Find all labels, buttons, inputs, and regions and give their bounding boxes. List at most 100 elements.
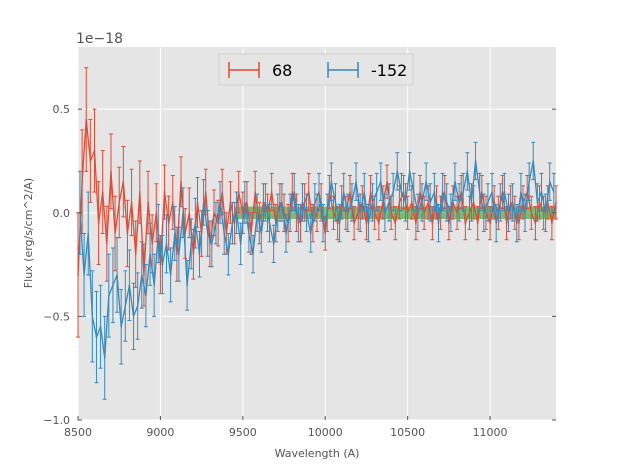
data-point [134, 253, 137, 256]
x-tick-label: 10000 [308, 426, 343, 439]
data-point [155, 211, 158, 214]
data-point [239, 243, 242, 245]
data-point [260, 232, 263, 235]
data-point [89, 160, 92, 162]
data-point [178, 253, 180, 256]
data-point [491, 191, 493, 193]
data-point [136, 305, 139, 307]
data-point [386, 180, 388, 183]
data-point [176, 253, 178, 256]
data-point [437, 222, 440, 224]
data-point [297, 222, 300, 224]
data-point [481, 191, 483, 193]
data-point [410, 201, 413, 204]
data-point [289, 211, 291, 214]
data-point [270, 191, 273, 193]
data-point [171, 201, 174, 204]
x-tick-label: 8500 [64, 426, 92, 439]
data-point [108, 294, 110, 297]
data-point [254, 191, 256, 193]
data-point [518, 222, 520, 224]
data-point [532, 160, 535, 162]
data-point [394, 222, 397, 224]
data-point [536, 201, 539, 204]
data-point [495, 222, 497, 224]
data-point [110, 170, 112, 173]
data-point [538, 201, 541, 204]
data-point [299, 222, 302, 224]
data-point [398, 201, 401, 204]
data-point [309, 232, 312, 235]
data-point [140, 274, 143, 276]
data-point [122, 180, 125, 183]
data-point [99, 325, 102, 328]
data-point [443, 191, 446, 193]
data-point [159, 263, 162, 266]
data-point [272, 243, 275, 245]
data-point [404, 201, 407, 204]
data-point [334, 201, 337, 204]
data-point [116, 274, 118, 276]
data-point [213, 211, 215, 214]
data-point [515, 222, 518, 224]
data-point [85, 118, 88, 121]
data-point [305, 211, 308, 214]
data-point [332, 211, 335, 214]
data-point [544, 211, 547, 214]
data-point [423, 211, 425, 214]
data-point [396, 170, 399, 173]
data-point [419, 191, 421, 193]
data-point [505, 222, 508, 224]
data-point [244, 201, 246, 204]
legend-entry-series-1: -152 [327, 61, 407, 80]
data-point [336, 222, 339, 224]
data-point [165, 243, 168, 245]
data-point [106, 243, 108, 245]
data-point [345, 211, 347, 214]
data-point [314, 201, 316, 204]
data-point [367, 222, 370, 224]
data-point [542, 211, 545, 214]
data-point [293, 191, 296, 193]
data-point [324, 232, 327, 235]
data-point [235, 211, 238, 214]
data-point [281, 201, 283, 204]
data-point [555, 201, 557, 204]
y-tick-label: 0.0 [53, 207, 71, 220]
data-point [363, 191, 366, 193]
x-tick-label: 9500 [229, 426, 257, 439]
y-tick-label: 0.5 [53, 103, 71, 116]
data-point [262, 201, 265, 204]
data-point [87, 232, 90, 235]
data-point [509, 201, 512, 204]
data-point [246, 201, 248, 204]
data-point [369, 191, 372, 193]
data-point [143, 274, 145, 276]
data-point [355, 180, 357, 183]
data-point [445, 201, 448, 204]
data-point [425, 180, 427, 183]
data-point [511, 201, 514, 204]
x-tick-label: 11000 [473, 426, 508, 439]
data-point [326, 211, 329, 214]
data-point [431, 222, 434, 224]
y-tick-label: −0.5 [43, 310, 70, 323]
data-point [316, 211, 318, 214]
data-point [551, 222, 553, 224]
x-tick-label: 9000 [146, 426, 174, 439]
data-point [149, 253, 151, 256]
data-point [342, 191, 345, 193]
data-point [540, 191, 543, 193]
data-point [456, 211, 458, 214]
ticks: 8500 9000 9500 10000 10500 11000 −1.0 −0.5 0.0 0.… [43, 103, 556, 439]
data-point [77, 274, 79, 276]
data-point [223, 232, 226, 235]
data-point [114, 232, 116, 235]
data-point [534, 222, 537, 224]
x-tick-label: 10500 [390, 426, 425, 439]
data-point [485, 211, 487, 214]
data-point [301, 201, 304, 204]
data-point [219, 201, 221, 204]
data-point [338, 222, 341, 224]
